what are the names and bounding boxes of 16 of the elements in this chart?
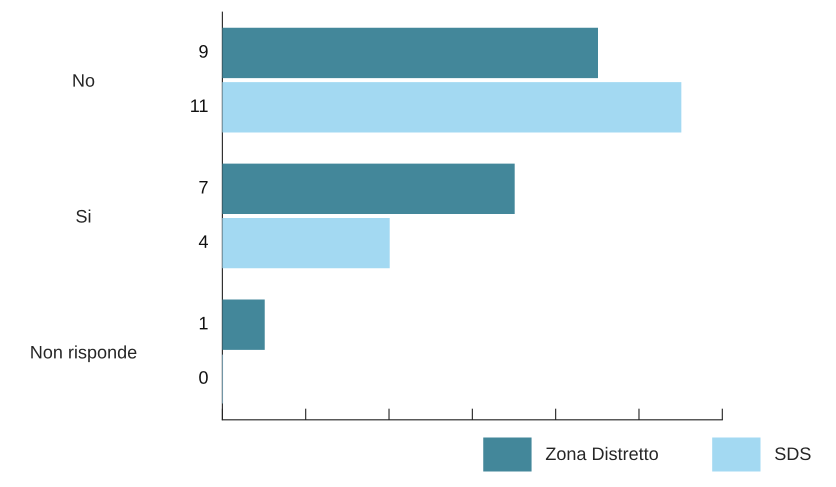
data-label: 11 bbox=[191, 100, 208, 112]
y-tick-label: Non risponde bbox=[31, 345, 136, 362]
data-label: 7 bbox=[199, 181, 208, 194]
legend-label: Zona Distretto bbox=[546, 446, 658, 460]
data-label: 0 bbox=[199, 371, 208, 384]
bar bbox=[222, 300, 265, 350]
y-tick-label: No bbox=[73, 74, 94, 87]
legend-label: SDS bbox=[775, 447, 811, 460]
bar bbox=[222, 164, 515, 214]
data-label: 4 bbox=[198, 235, 208, 248]
data-label: 9 bbox=[199, 45, 208, 58]
bar bbox=[222, 28, 598, 78]
data-label: 1 bbox=[200, 316, 208, 330]
y-tick-label: Si bbox=[76, 209, 90, 223]
bar bbox=[222, 82, 682, 132]
bar bbox=[222, 218, 390, 268]
